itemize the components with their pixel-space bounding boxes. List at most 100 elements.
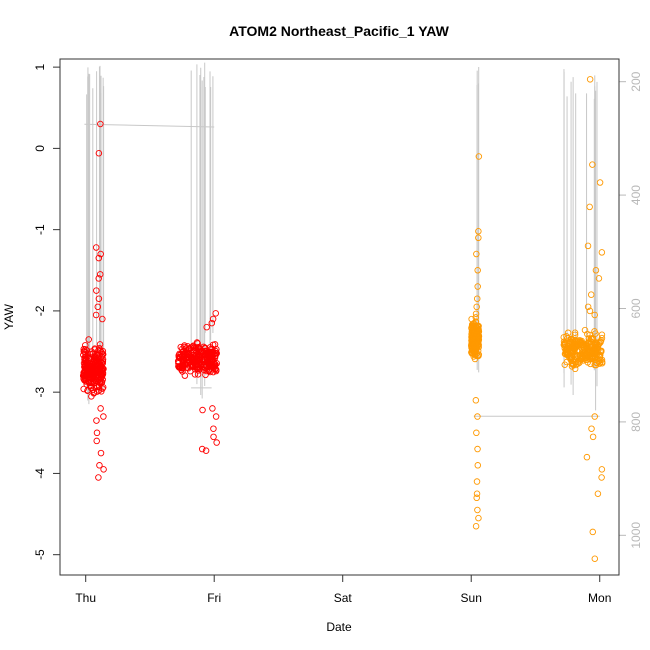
data-point [597,338,604,345]
data-point [85,336,92,343]
data-point-outlier [208,319,216,327]
data-point-outlier [198,445,206,453]
data-point-outlier [97,250,104,258]
data-point-outlier [595,275,603,282]
depth-lines [84,62,600,417]
y-tick-label: -5 [33,549,47,560]
data-point [95,382,103,389]
data-point-outlier [598,466,606,473]
data-point-outlier [97,120,104,128]
data-point [82,373,89,380]
data-point [564,334,571,342]
data-point [572,361,580,369]
data-point [87,382,95,390]
data-point [561,361,569,369]
data-point-outlier [199,406,206,414]
data-point [209,345,216,353]
data-point-outlier [591,311,598,319]
axes: 1 0 -1 -2 -3 -4 -5 Thu Fri Sat Sun Mon 200 400 600 800 1… [33,63,643,605]
data-point [192,353,199,360]
data-point [94,358,101,365]
data-point-outlier [202,447,210,454]
data-point-outlier [473,303,480,311]
data-point-outlier [584,242,592,250]
data-point [560,341,568,349]
data-point [595,341,602,349]
x-axis-label: Date [326,620,352,634]
data-point [598,331,606,339]
data-point [85,369,93,377]
data-point [185,345,193,352]
data-point-outlier [95,150,103,157]
data-point [568,360,576,368]
data-point [202,347,209,355]
data-point [596,351,604,359]
data-point [97,371,104,378]
x-tick-label: Thu [75,591,96,605]
data-point [87,369,95,377]
data-point [97,363,104,370]
data-point [472,310,480,318]
data-point [568,363,576,370]
data-point-outlier [473,478,481,485]
data-point-outlier [589,528,597,536]
data-point-outlier [96,271,104,278]
data-point-outlier [95,275,102,282]
data-point-outlier [97,405,104,412]
data-point [588,335,595,342]
data-point [473,330,480,337]
data-point [90,390,98,397]
chart-title: ATOM2 Northeast_Pacific_1 YAW [229,23,449,39]
data-point [95,361,102,368]
data-point [184,353,192,361]
data-point [212,365,219,372]
data-point [179,356,187,363]
data-point [575,338,583,346]
data-point-outlier [589,161,596,168]
data-point [97,347,104,355]
data-point [588,354,596,362]
depth-tick-label: 1000 [629,522,643,549]
depth-tick-label: 400 [629,185,643,205]
data-point [80,385,87,393]
data-point [470,330,477,337]
data-point [96,341,104,348]
data-point [567,356,575,364]
data-point [93,383,101,391]
data-point-outlier [100,413,107,420]
data-point [202,371,209,379]
data-point-outlier [210,425,217,432]
data-point-outlier [212,310,219,317]
data-point-outlier [472,522,480,530]
data-point-outlier [586,76,594,83]
data-point [470,333,477,341]
data-point-outlier [591,413,598,420]
data-point [584,340,592,348]
data-point [91,345,99,352]
data-point-outlier [97,449,105,457]
data-point [179,348,187,356]
data-point-outlier [592,267,600,274]
data-point-outlier [99,315,106,323]
data-point [587,360,594,368]
data-point [584,347,591,354]
data-point-outlier [473,490,481,497]
data-point-outlier [474,445,481,453]
data-point [179,345,186,353]
y-tick-label: 1 [33,63,47,70]
y-tick-label: -4 [33,468,47,479]
data-point-outlier [93,437,100,445]
data-point-outlier [213,439,220,446]
data-point [474,322,481,329]
data-point [98,367,106,375]
data-point [596,352,603,359]
data-point [588,348,596,356]
data-point-outlier [587,291,595,298]
data-point [211,360,218,368]
data-point-outlier [596,179,604,186]
data-point-outlier [584,303,592,311]
data-point-outlier [473,429,480,437]
data-point-outlier [598,474,605,481]
depth-tick-label: 800 [629,412,643,432]
